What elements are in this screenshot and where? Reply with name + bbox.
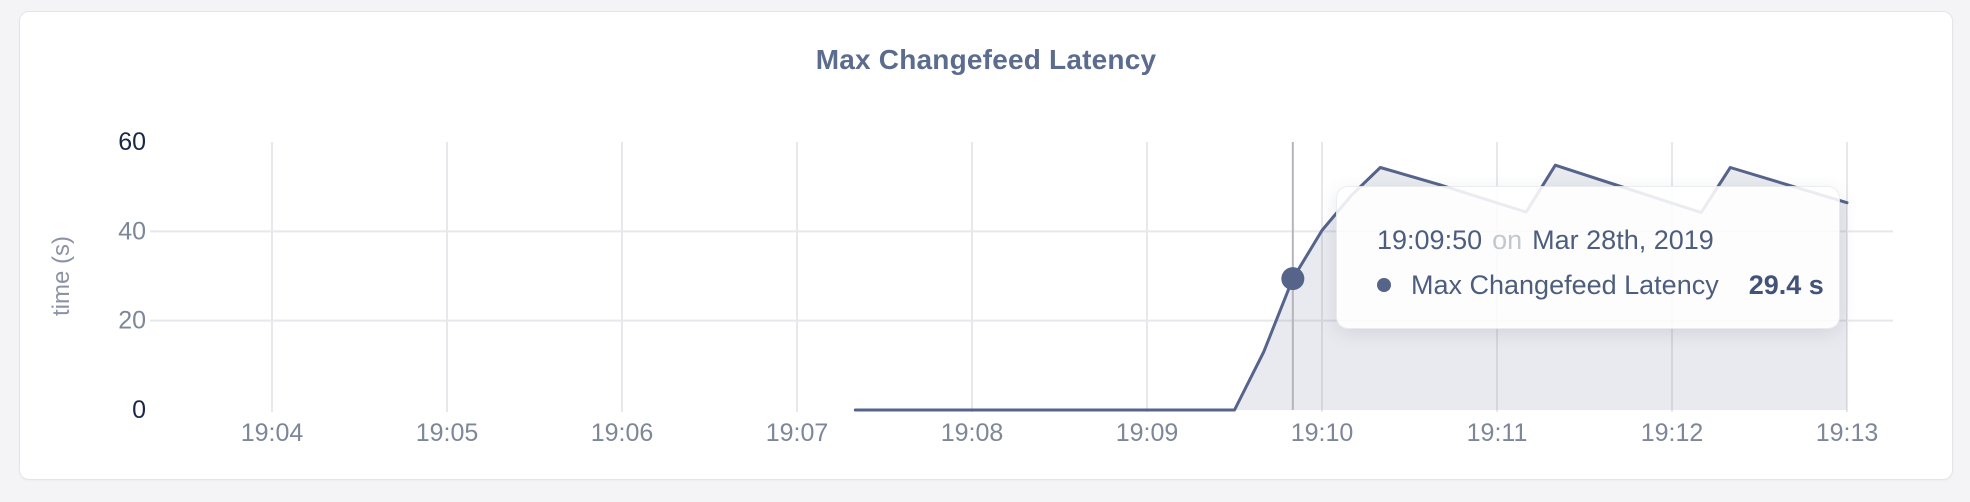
- chart-title: Max Changefeed Latency: [815, 44, 1157, 75]
- tooltip-conjunction: on: [1492, 225, 1523, 255]
- y-tick-label: 60: [118, 128, 146, 156]
- x-tick-label: 19:04: [241, 419, 304, 447]
- y-tick-label: 40: [118, 217, 146, 245]
- x-tick-label: 19:08: [941, 419, 1004, 447]
- tooltip-timestamp: 19:09:50 on Mar 28th, 2019: [1377, 220, 1839, 260]
- y-tick-label: 0: [132, 396, 146, 424]
- tooltip-series-label: Max Changefeed Latency: [1411, 270, 1719, 300]
- hover-marker-dot: [1281, 267, 1305, 291]
- tooltip-date: Mar 28th, 2019: [1532, 225, 1714, 255]
- x-tick-label: 19:10: [1291, 419, 1354, 447]
- tooltip-series-row: Max Changefeed Latency 29.4 s: [1377, 265, 1839, 305]
- tooltip-series-value: 29.4 s: [1748, 270, 1824, 300]
- chart-tooltip: 19:09:50 on Mar 28th, 2019 Max Changefeed …: [1336, 186, 1840, 329]
- x-tick-label: 19:13: [1816, 419, 1879, 447]
- x-tick-label: 19:12: [1641, 419, 1704, 447]
- x-tick-label: 19:07: [766, 419, 829, 447]
- x-tick-label: 19:05: [416, 419, 479, 447]
- series-color-dot-icon: [1377, 278, 1391, 292]
- y-tick-label: 20: [118, 307, 146, 335]
- tooltip-time: 19:09:50: [1377, 225, 1483, 255]
- x-tick-label: 19:11: [1467, 419, 1528, 447]
- x-tick-label: 19:09: [1116, 419, 1179, 447]
- x-tick-label: 19:06: [591, 419, 654, 447]
